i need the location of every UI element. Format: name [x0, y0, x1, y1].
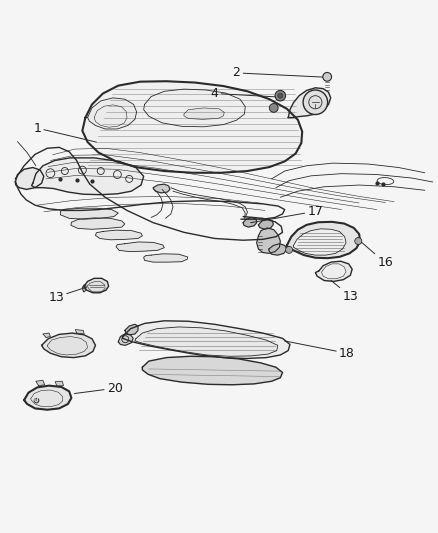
Polygon shape [123, 321, 290, 359]
Polygon shape [258, 219, 273, 229]
Polygon shape [71, 218, 125, 229]
Polygon shape [142, 356, 283, 385]
Text: 18: 18 [285, 341, 355, 360]
Polygon shape [287, 222, 360, 258]
Text: 1: 1 [33, 122, 96, 142]
Polygon shape [32, 158, 144, 195]
Polygon shape [15, 167, 44, 189]
Polygon shape [125, 324, 138, 335]
Polygon shape [116, 242, 164, 252]
Polygon shape [60, 208, 118, 219]
Circle shape [323, 72, 332, 81]
Polygon shape [288, 88, 331, 118]
Circle shape [303, 90, 328, 115]
Polygon shape [118, 334, 133, 345]
Polygon shape [144, 254, 187, 262]
Circle shape [275, 91, 286, 101]
Polygon shape [95, 230, 142, 240]
Text: 20: 20 [74, 382, 123, 395]
Polygon shape [243, 217, 257, 227]
Polygon shape [153, 184, 170, 193]
Circle shape [355, 238, 362, 245]
Circle shape [278, 93, 283, 98]
Circle shape [269, 103, 278, 112]
Polygon shape [293, 229, 346, 255]
Polygon shape [88, 98, 137, 129]
Polygon shape [315, 261, 352, 281]
Circle shape [286, 246, 293, 253]
Text: 16: 16 [359, 240, 393, 270]
Text: 0: 0 [34, 397, 38, 402]
Polygon shape [184, 108, 224, 119]
Polygon shape [269, 244, 287, 255]
Polygon shape [82, 285, 86, 292]
Polygon shape [43, 333, 50, 337]
Polygon shape [55, 381, 64, 386]
Polygon shape [257, 228, 280, 253]
Polygon shape [84, 278, 109, 293]
Polygon shape [75, 329, 84, 334]
Polygon shape [321, 264, 346, 279]
Polygon shape [36, 381, 45, 386]
Text: 17: 17 [251, 205, 323, 223]
Text: 13: 13 [48, 287, 87, 304]
Polygon shape [135, 327, 278, 356]
Text: 2: 2 [233, 67, 327, 79]
Text: 13: 13 [331, 280, 358, 303]
Polygon shape [144, 89, 245, 127]
Polygon shape [42, 333, 95, 358]
Text: 4: 4 [211, 87, 278, 100]
Polygon shape [82, 81, 302, 173]
Polygon shape [24, 386, 71, 410]
